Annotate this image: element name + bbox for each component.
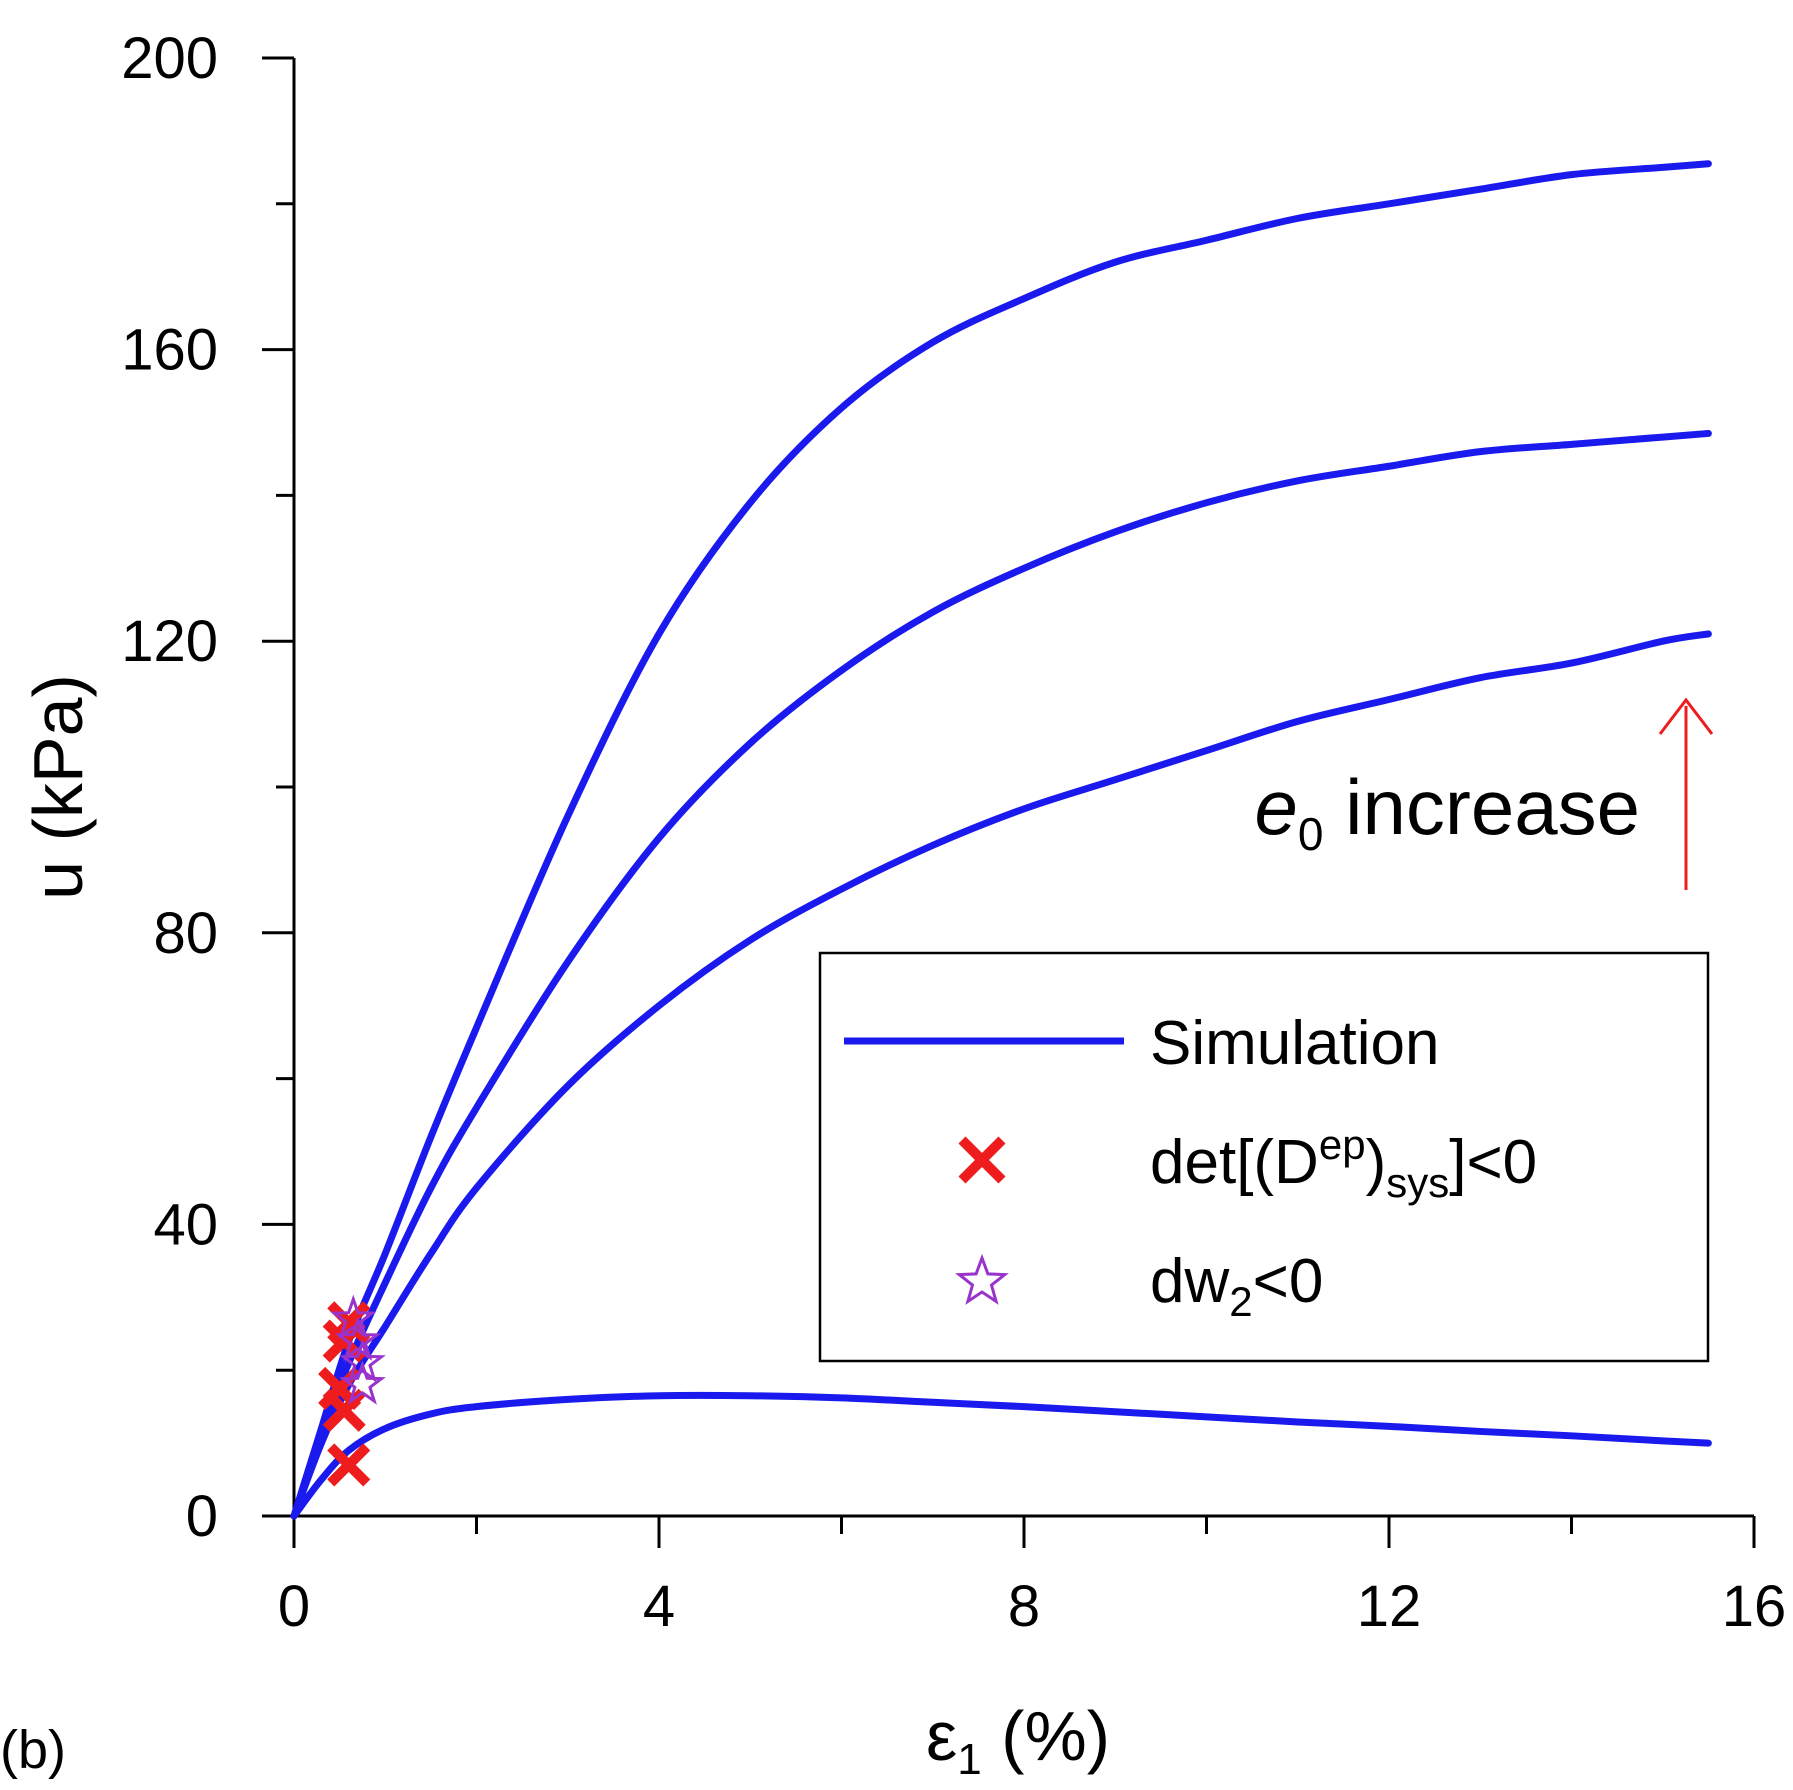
y-tick-label: 80 — [153, 901, 218, 966]
x-axis-label-main: ε — [926, 1697, 957, 1775]
x-axis-label-sub: 1 — [957, 1735, 981, 1784]
legend: Simulation det[(Dep)sys]<0 dw2<0 — [818, 951, 1710, 1363]
cross-marker — [327, 1443, 371, 1487]
legend-cross-marker — [958, 1136, 1006, 1184]
markers — [318, 1294, 386, 1487]
ticks — [262, 56, 1756, 1548]
legend-star-marker — [955, 1253, 1009, 1305]
x-tick-label: 12 — [1357, 1574, 1422, 1639]
x-axis-label-rest: (%) — [982, 1697, 1110, 1775]
y-tick-label: 0 — [186, 1484, 218, 1549]
legend-box — [818, 951, 1710, 1363]
x-tick-label: 4 — [643, 1574, 675, 1639]
x-tick-label: 8 — [1008, 1574, 1040, 1639]
y-tick-label: 200 — [121, 26, 218, 91]
x-tick-label: 0 — [278, 1574, 310, 1639]
star-marker — [329, 1294, 377, 1340]
legend-simulation-label: Simulation — [1150, 1009, 1439, 1078]
y-tick-label: 160 — [121, 318, 218, 383]
legend-det-label: det[(Dep)sys]<0 — [1150, 1121, 1537, 1206]
star-marker — [339, 1338, 386, 1383]
annotation-sub: 0 — [1298, 808, 1324, 860]
star-marker — [339, 1360, 386, 1405]
series-line-3 — [290, 160, 1712, 1520]
series-line-1 — [290, 630, 1712, 1520]
series-line-4 — [290, 1391, 1712, 1520]
x-axis-label: ε1 (%) — [926, 1697, 1110, 1784]
legend-dw-label: dw2<0 — [1150, 1247, 1323, 1325]
annotation-main: e — [1255, 763, 1298, 851]
series-lines — [290, 160, 1712, 1520]
panel-label: (b) — [0, 1720, 66, 1780]
y-axis-label: u (kPa) — [19, 674, 97, 900]
series-line-2 — [290, 429, 1712, 1520]
annotation-rest: increase — [1324, 763, 1641, 851]
annotation-text: e0 increase — [1255, 763, 1640, 860]
star-marker — [334, 1316, 382, 1361]
y-tick-label: 40 — [153, 1192, 218, 1257]
x-tick-label: 16 — [1722, 1574, 1787, 1639]
annotation-arrow — [1658, 697, 1714, 890]
y-tick-label: 120 — [121, 609, 218, 674]
